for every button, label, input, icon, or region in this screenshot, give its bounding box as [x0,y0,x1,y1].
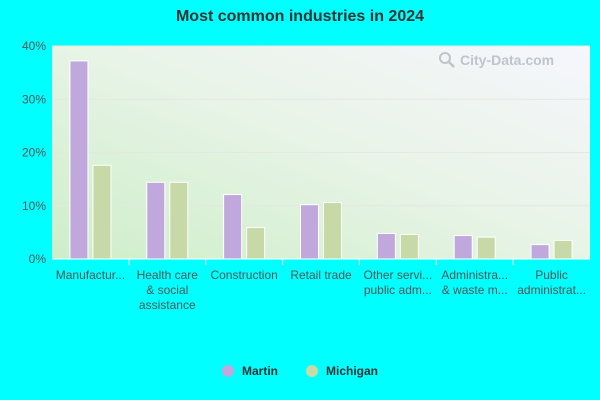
bar-martin[interactable] [453,235,473,260]
y-tick-label: 30% [22,92,46,106]
y-tick-label: 20% [22,146,46,160]
legend-item-martin[interactable]: Martin [221,364,278,378]
bar-michigan[interactable] [92,164,112,260]
legend-swatch-martin [221,365,234,377]
watermark-text: City-Data.com [460,52,555,68]
bar-michigan[interactable] [476,236,496,260]
bar-michigan[interactable] [323,202,342,260]
x-tick-label: Retail trade [290,268,352,282]
bar-martin[interactable] [146,181,166,260]
bar-michigan[interactable] [246,227,266,260]
legend-label-michigan: Michigan [325,364,378,378]
bar-martin[interactable] [69,60,89,260]
y-tick-label: 0% [29,252,47,266]
bar-michigan[interactable] [169,181,189,260]
legend: Martin Michigan [0,364,600,378]
bar-martin[interactable] [530,244,550,260]
legend-item-michigan[interactable]: Michigan [305,364,378,378]
legend-swatch-michigan [305,365,318,377]
y-tick-label: 40% [22,39,46,53]
bar-martin[interactable] [300,204,319,260]
x-tick-label: Health care & social assistance [137,268,199,312]
x-tick-label: Public administrat... [517,268,586,297]
x-tick-label: Administra... & waste m... [441,268,508,297]
bar-michigan[interactable] [399,234,419,260]
bar-michigan[interactable] [553,239,573,260]
x-tick-label: Manufactur... [56,268,125,282]
bar-martin[interactable] [376,232,396,260]
bar-martin[interactable] [223,194,243,260]
magnifier-icon [439,52,455,68]
legend-label-martin: Martin [241,364,278,378]
watermark: City-Data.com [438,51,554,69]
y-tick-label: 10% [22,199,46,213]
chart-title: Most common industries in 2024 [175,8,425,25]
x-tick-label: Construction [210,268,277,282]
x-tick-label: Other servi... public adm... [364,268,433,297]
